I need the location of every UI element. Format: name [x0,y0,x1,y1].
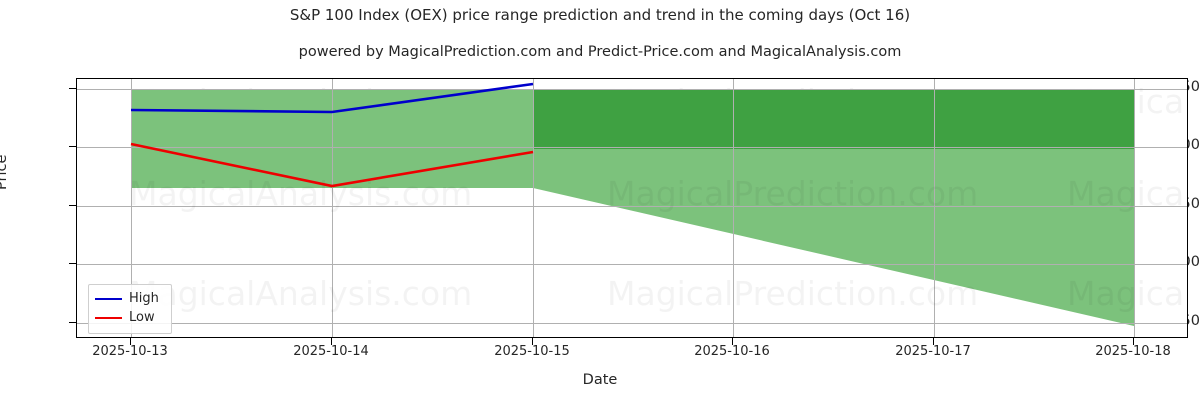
gridline-x-2025-10-16 [733,79,734,337]
y-tick-mark [69,322,76,324]
legend-item-high: High [95,289,165,308]
legend-swatch-low-icon [95,316,122,319]
gridline-x-2025-10-14 [332,79,333,337]
x-tick-label-2025-10-15: 2025-10-15 [494,344,570,359]
y-axis-label: Price [0,154,10,190]
x-tick-mark [1133,338,1135,345]
x-tick-mark [933,338,935,345]
legend-label-high: High [129,291,159,306]
x-tick-label-2025-10-17: 2025-10-17 [895,344,971,359]
range-bands [131,89,1134,326]
chart-title: S&P 100 Index (OEX) price range predicti… [289,6,911,24]
plot-area: MagicalAnalysis.com MagicalPrediction.co… [76,78,1188,338]
legend-swatch-high-icon [95,297,122,300]
gridline-y-3250 [77,206,1187,207]
x-tick-label-2025-10-18: 2025-10-18 [1095,344,1171,359]
legend-item-low: Low [95,308,165,327]
x-axis-label: Date [582,372,618,388]
x-tick-mark [331,338,333,345]
gridline-x-2025-10-18 [1134,79,1135,337]
x-tick-mark [532,338,534,345]
x-tick-label-2025-10-14: 2025-10-14 [293,344,369,359]
chart-legend: High Low [88,284,172,334]
upper-range-band [533,89,1134,149]
gridline-x-2025-10-15 [533,79,534,337]
y-tick-mark [69,146,76,148]
gridline-y-3350 [77,89,1187,90]
high-series-line [130,82,534,114]
low-series-line [130,142,534,188]
gridline-y-3300 [77,147,1187,148]
x-tick-label-2025-10-16: 2025-10-16 [694,344,770,359]
x-tick-label-2025-10-13: 2025-10-13 [92,344,168,359]
y-tick-mark [69,205,76,207]
data-lines [130,82,534,188]
y-tick-mark [69,263,76,265]
legend-label-low: Low [129,310,155,325]
y-tick-mark [69,88,76,90]
gridline-y-3200 [77,264,1187,265]
gridline-y-3150 [77,323,1187,324]
x-tick-mark [732,338,734,345]
x-tick-mark [130,338,132,345]
chart-subtitle: powered by MagicalPrediction.com and Pre… [298,44,902,60]
gridline-x-2025-10-13 [131,79,132,337]
gridline-x-2025-10-17 [934,79,935,337]
